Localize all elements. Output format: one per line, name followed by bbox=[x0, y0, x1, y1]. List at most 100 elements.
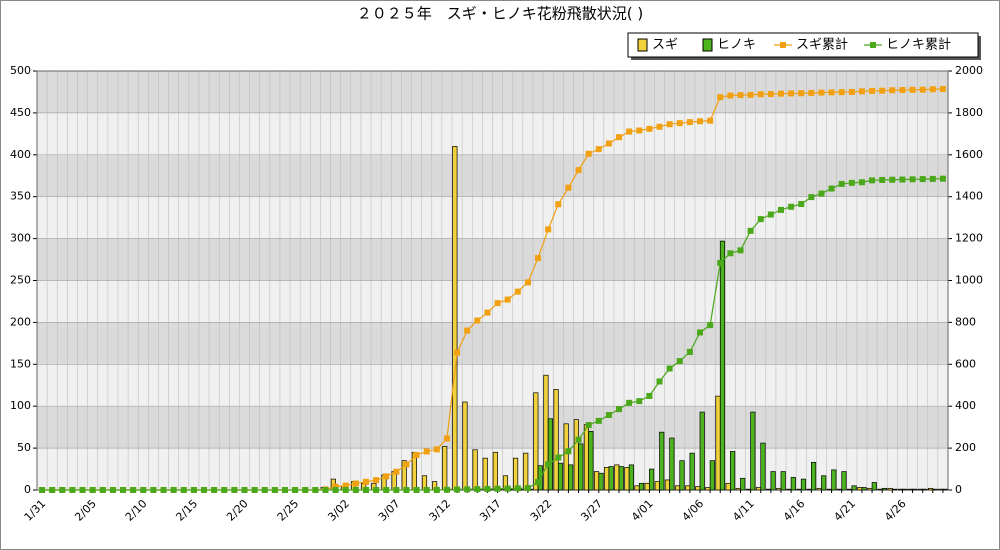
marker bbox=[767, 91, 774, 98]
marker bbox=[595, 417, 602, 424]
marker bbox=[879, 87, 886, 94]
marker bbox=[605, 140, 612, 147]
bar bbox=[705, 487, 711, 491]
marker bbox=[939, 86, 946, 93]
marker bbox=[717, 259, 724, 266]
marker bbox=[454, 486, 461, 493]
bar bbox=[735, 487, 741, 491]
bar bbox=[907, 488, 913, 491]
bar bbox=[877, 488, 883, 491]
bar bbox=[719, 240, 726, 491]
marker bbox=[626, 399, 633, 406]
y2-tick-label: 0 bbox=[955, 483, 962, 496]
bar bbox=[588, 430, 594, 491]
bar bbox=[634, 485, 640, 491]
marker bbox=[757, 216, 764, 223]
bar bbox=[533, 392, 539, 491]
marker bbox=[575, 436, 582, 443]
marker bbox=[251, 487, 258, 493]
y-tick-label: 250 bbox=[10, 274, 31, 287]
bar bbox=[928, 487, 934, 491]
bar bbox=[806, 488, 812, 491]
bar bbox=[573, 419, 579, 491]
marker bbox=[899, 176, 906, 183]
marker bbox=[939, 175, 946, 182]
bar bbox=[547, 418, 553, 491]
bar bbox=[755, 487, 762, 491]
legend-label: ヒノキ bbox=[717, 38, 756, 53]
bar bbox=[810, 461, 817, 491]
bar bbox=[887, 487, 893, 491]
bar bbox=[452, 146, 458, 491]
bar bbox=[902, 488, 908, 491]
marker bbox=[585, 150, 592, 157]
bar bbox=[513, 457, 519, 491]
marker bbox=[524, 485, 531, 492]
bar bbox=[861, 487, 867, 491]
bar bbox=[922, 488, 928, 491]
legend: スギ ヒノキ スギ累計 ヒノキ累計 bbox=[627, 32, 981, 60]
bar bbox=[674, 485, 681, 491]
marker bbox=[747, 91, 754, 98]
marker bbox=[828, 185, 835, 192]
marker bbox=[433, 446, 440, 453]
bar bbox=[745, 488, 751, 491]
marker bbox=[575, 167, 582, 174]
marker bbox=[616, 406, 623, 413]
marker bbox=[838, 89, 845, 96]
marker bbox=[261, 487, 268, 493]
marker bbox=[484, 309, 491, 316]
marker bbox=[777, 90, 784, 97]
marker bbox=[757, 91, 764, 98]
marker bbox=[109, 487, 116, 493]
marker bbox=[565, 184, 572, 191]
marker bbox=[39, 487, 46, 493]
bar bbox=[628, 464, 634, 491]
marker bbox=[858, 179, 865, 186]
plot-border bbox=[36, 70, 949, 491]
marker bbox=[312, 487, 319, 493]
marker bbox=[180, 487, 187, 493]
marker bbox=[818, 89, 825, 96]
bar bbox=[715, 395, 721, 491]
bar bbox=[563, 423, 569, 491]
legend-label: ヒノキ累計 bbox=[886, 37, 951, 53]
marker bbox=[676, 120, 683, 127]
marker bbox=[666, 365, 673, 372]
y2-tick-label: 1600 bbox=[955, 148, 983, 161]
y-tick-label: 500 bbox=[10, 64, 31, 77]
bar bbox=[816, 487, 822, 491]
marker bbox=[605, 411, 612, 418]
marker bbox=[79, 487, 86, 493]
marker bbox=[514, 485, 521, 492]
marker bbox=[626, 128, 633, 135]
bar bbox=[881, 487, 888, 491]
marker bbox=[140, 487, 147, 493]
marker bbox=[929, 86, 936, 93]
marker bbox=[302, 487, 309, 493]
y-tick-label: 100 bbox=[10, 399, 31, 412]
marker bbox=[190, 487, 197, 493]
marker bbox=[555, 454, 562, 461]
bar bbox=[871, 482, 877, 491]
y2-tick-label: 200 bbox=[955, 441, 976, 454]
marker bbox=[433, 487, 440, 493]
bar bbox=[851, 485, 857, 491]
marker bbox=[808, 89, 815, 96]
marker bbox=[747, 227, 754, 234]
marker bbox=[464, 486, 471, 493]
y-tick-label: 400 bbox=[10, 148, 31, 161]
y2-tick-label: 1200 bbox=[955, 232, 983, 245]
bar bbox=[664, 479, 670, 491]
marker bbox=[697, 118, 704, 125]
y2-tick-label: 1400 bbox=[955, 190, 983, 203]
marker bbox=[504, 485, 511, 492]
bar bbox=[780, 471, 786, 491]
marker bbox=[919, 176, 926, 183]
bar bbox=[462, 401, 468, 491]
marker bbox=[393, 468, 400, 475]
legend-swatch bbox=[702, 38, 713, 52]
marker bbox=[929, 175, 936, 182]
marker bbox=[585, 422, 592, 429]
bar bbox=[557, 462, 564, 491]
